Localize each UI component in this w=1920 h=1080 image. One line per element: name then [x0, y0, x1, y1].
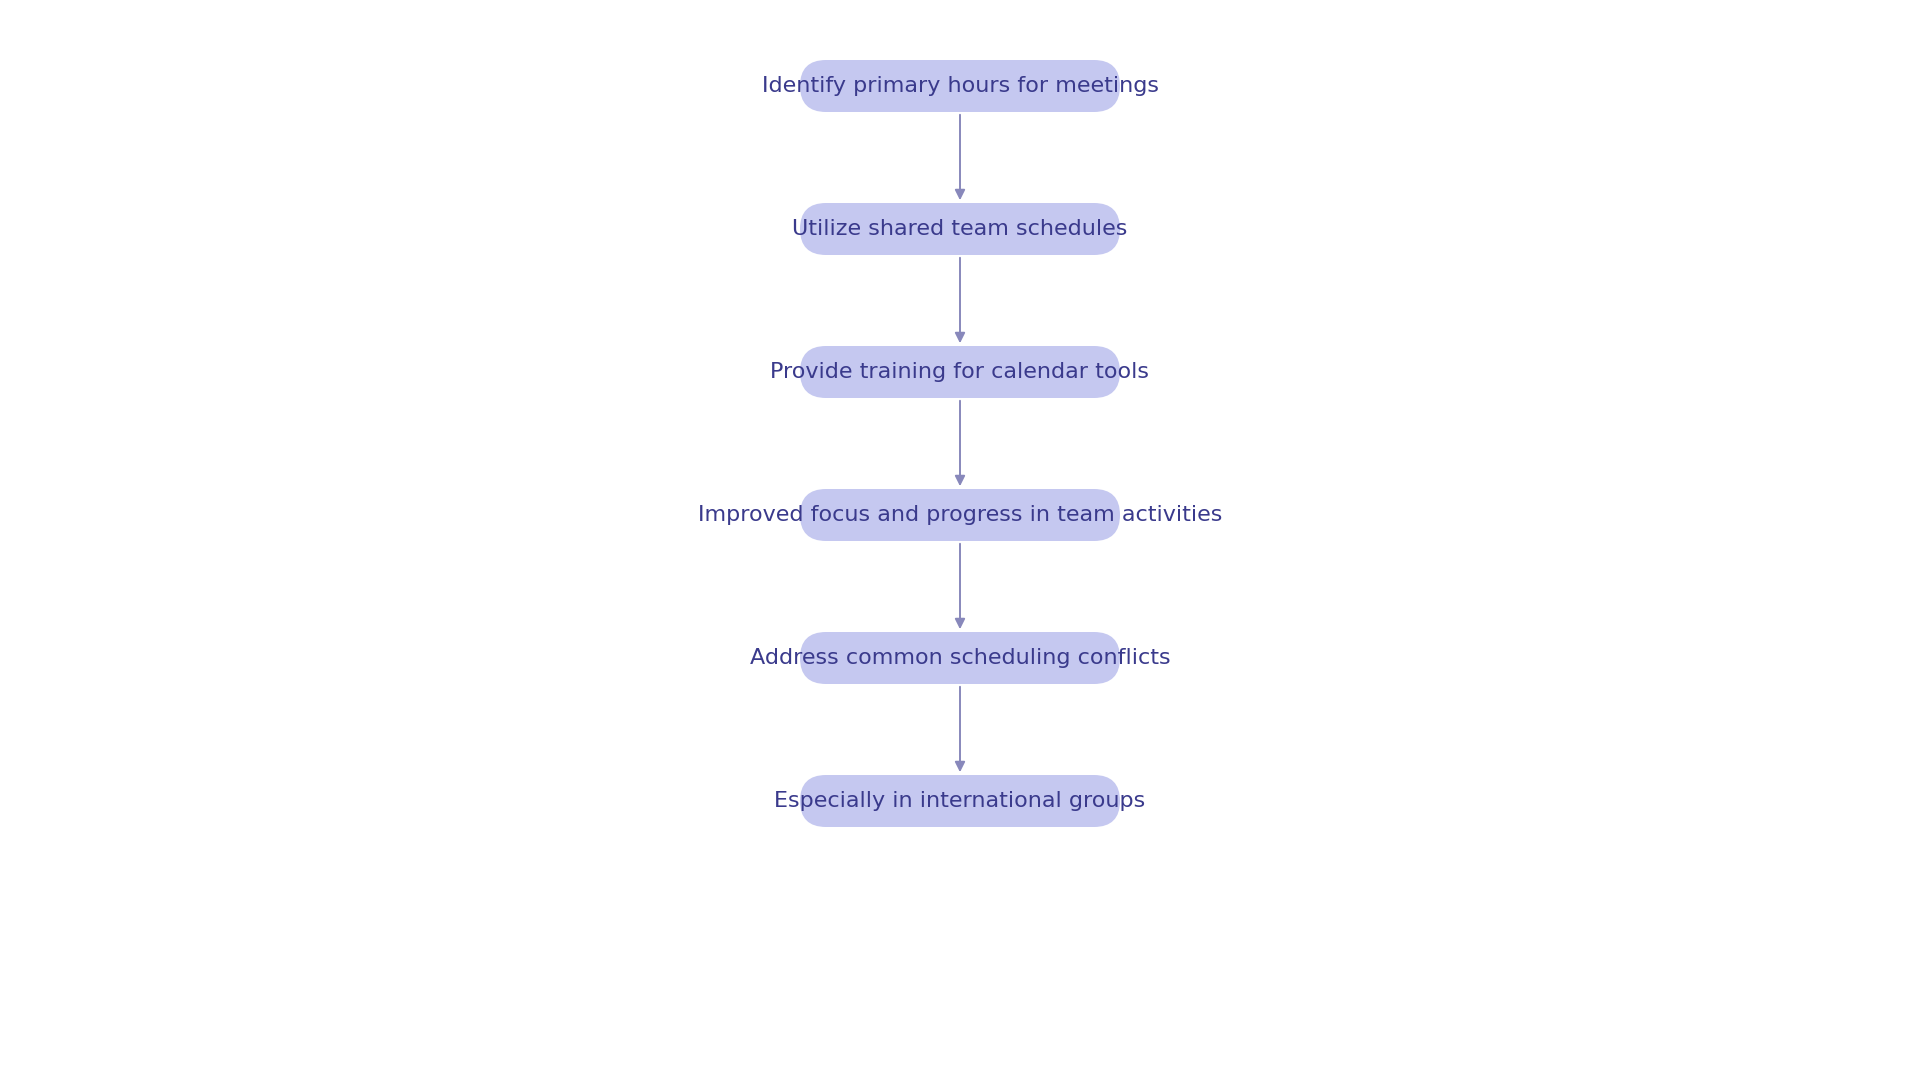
- Text: Provide training for calendar tools: Provide training for calendar tools: [770, 362, 1150, 382]
- FancyBboxPatch shape: [801, 60, 1119, 112]
- FancyBboxPatch shape: [801, 203, 1119, 255]
- Text: Improved focus and progress in team activities: Improved focus and progress in team acti…: [697, 505, 1223, 525]
- Text: Address common scheduling conflicts: Address common scheduling conflicts: [749, 648, 1171, 669]
- Text: Especially in international groups: Especially in international groups: [774, 791, 1146, 811]
- FancyBboxPatch shape: [801, 346, 1119, 399]
- Text: Utilize shared team schedules: Utilize shared team schedules: [793, 219, 1127, 239]
- FancyBboxPatch shape: [801, 632, 1119, 684]
- FancyBboxPatch shape: [801, 775, 1119, 827]
- FancyBboxPatch shape: [801, 489, 1119, 541]
- Text: Identify primary hours for meetings: Identify primary hours for meetings: [762, 76, 1158, 96]
